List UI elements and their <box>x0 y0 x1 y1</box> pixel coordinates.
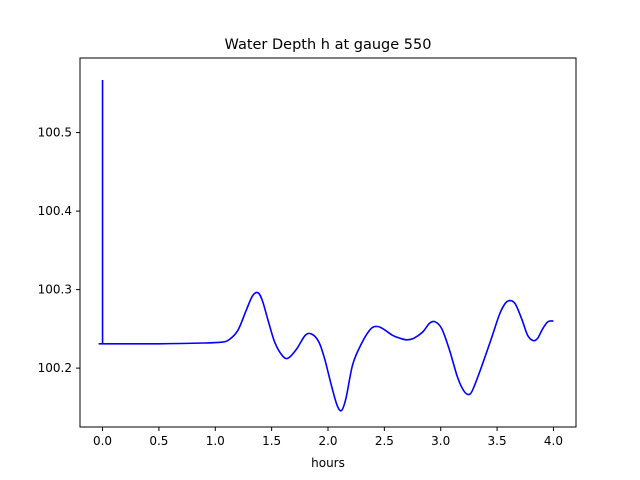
x-tick-label: 1.0 <box>206 434 225 448</box>
plot-area <box>80 58 576 427</box>
x-tick-label: 2.0 <box>318 434 337 448</box>
x-tick-label: 4.0 <box>544 434 563 448</box>
x-tick-label: 3.0 <box>431 434 450 448</box>
x-tick-label: 2.5 <box>375 434 394 448</box>
chart-title: Water Depth h at gauge 550 <box>225 37 432 53</box>
y-axis-ticks: 100.2 100.3 100.4 100.5 <box>38 126 80 375</box>
x-tick-label: 0.0 <box>93 434 112 448</box>
y-tick-label: 100.2 <box>38 361 72 375</box>
y-tick-label: 100.5 <box>38 126 72 140</box>
x-axis-label: hours <box>311 456 345 470</box>
x-tick-label: 3.5 <box>488 434 507 448</box>
x-axis-ticks: 0.0 0.5 1.0 1.5 2.0 2.5 3.0 3.5 4.0 <box>93 427 563 448</box>
y-tick-label: 100.4 <box>38 204 72 218</box>
y-tick-label: 100.3 <box>38 283 72 297</box>
series-line <box>98 79 554 412</box>
x-tick-label: 0.5 <box>149 434 168 448</box>
plot-frame <box>79 57 577 428</box>
x-tick-label: 1.5 <box>262 434 281 448</box>
series-layer <box>98 79 554 412</box>
